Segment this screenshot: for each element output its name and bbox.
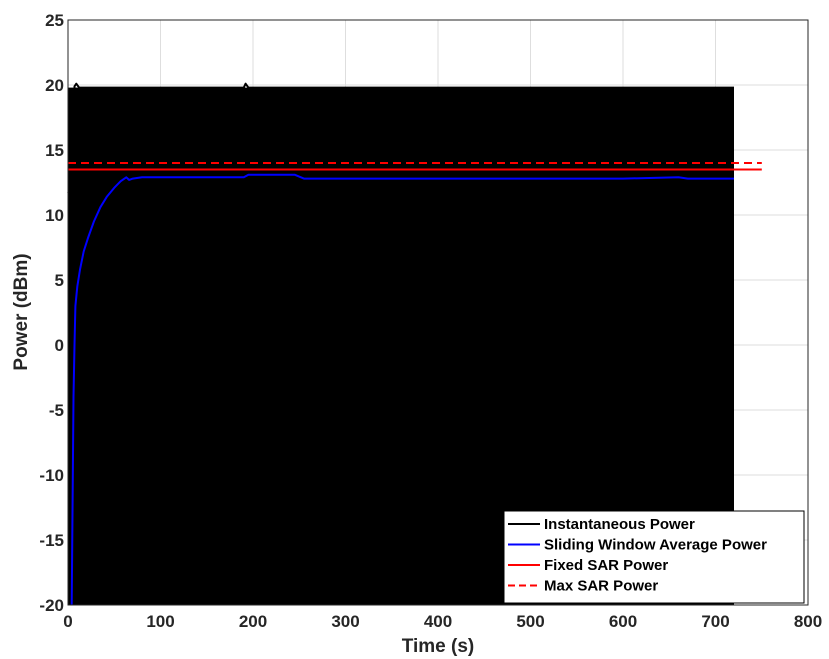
y-tick-label: 15 — [45, 141, 64, 160]
x-tick-label: 500 — [516, 612, 544, 631]
y-tick-label: 0 — [55, 336, 64, 355]
y-tick-label: 25 — [45, 11, 64, 30]
y-tick-label: -20 — [39, 596, 64, 615]
x-tick-label: 200 — [239, 612, 267, 631]
y-tick-label: 10 — [45, 206, 64, 225]
tick-labels: 0 100 200 300 400 500 600 700 800 25 20 15 10 5 0 -5 -10… — [39, 11, 822, 631]
y-tick-label: -15 — [39, 531, 64, 550]
legend-label: Fixed SAR Power — [544, 557, 668, 574]
series-line-0 — [67, 82, 734, 196]
x-tick-label: 300 — [331, 612, 359, 631]
legend-label: Max SAR Power — [544, 578, 658, 595]
x-tick-label: 100 — [146, 612, 174, 631]
x-tick-label: 800 — [794, 612, 822, 631]
x-tick-label: 700 — [701, 612, 729, 631]
x-tick-label: 400 — [424, 612, 452, 631]
y-tick-label: 5 — [55, 271, 64, 290]
y-axis-label: Power (dBm) — [11, 253, 32, 370]
x-tick-label: 600 — [609, 612, 637, 631]
y-tick-label: -10 — [39, 466, 64, 485]
y-tick-label: 20 — [45, 76, 64, 95]
y-tick-label: -5 — [49, 401, 64, 420]
legend-box — [503, 510, 805, 604]
plot-area-border — [67, 19, 809, 606]
x-tick-label: 0 — [63, 612, 72, 631]
legend-label: Instantaneous Power — [544, 516, 695, 533]
x-axis-label: Time (s) — [402, 636, 475, 657]
legend: Instantaneous Power Sliding Window Averag… — [503, 510, 805, 604]
legend-label: Sliding Window Average Power — [544, 537, 767, 554]
series-line-1 — [70, 173, 734, 606]
